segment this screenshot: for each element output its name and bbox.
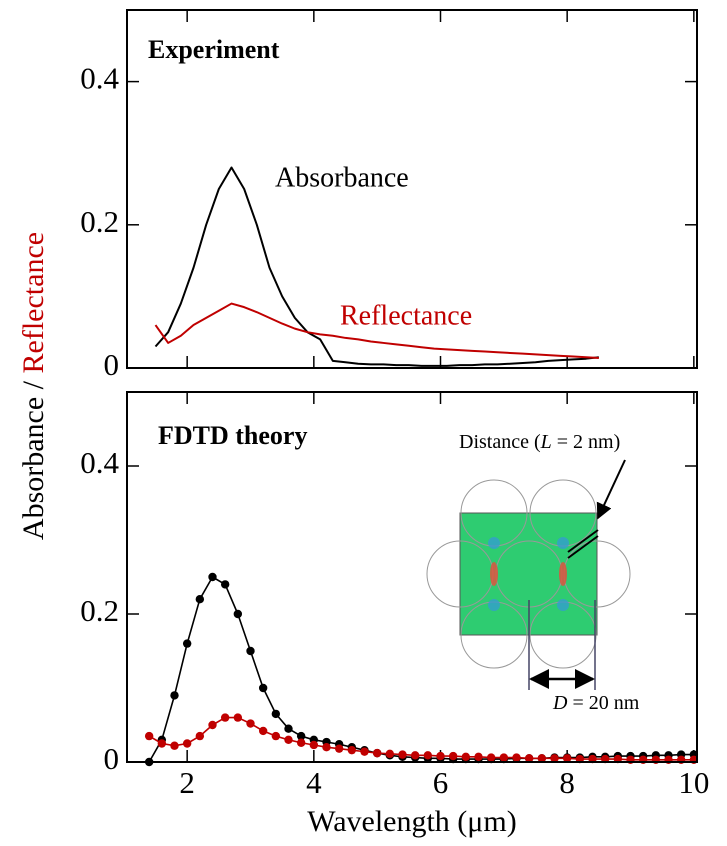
inset-distance-label: Distance (L = 2 nm) — [459, 431, 620, 453]
data-point — [220, 580, 230, 589]
data-point — [562, 754, 572, 763]
data-point — [144, 731, 154, 741]
data-point — [486, 753, 496, 762]
y-tick-label: 0 — [104, 741, 120, 776]
data-point — [208, 720, 217, 730]
data-point — [284, 735, 293, 744]
data-point — [246, 646, 255, 656]
data-point — [423, 751, 433, 760]
inset-pointer — [596, 459, 626, 520]
inset-d-label: D = 20 nm — [552, 692, 640, 714]
y-tick-label: 0.4 — [80, 61, 119, 96]
x-axis-label: Wavelength (μm) — [307, 805, 516, 838]
data-point — [284, 724, 293, 733]
panel-title: Experiment — [148, 35, 280, 64]
data-point — [182, 639, 192, 648]
data-point — [220, 713, 230, 722]
data-point — [436, 751, 445, 761]
data-point — [258, 726, 268, 736]
series-line — [148, 716, 694, 761]
data-point — [233, 609, 243, 619]
inset-gaps — [488, 537, 569, 611]
data-point — [309, 740, 319, 750]
y-axis-label-part: Reflectance — [17, 232, 50, 374]
data-point — [499, 753, 509, 762]
data-point — [246, 719, 255, 728]
series-line — [154, 302, 599, 359]
x-tick-label: 4 — [306, 765, 322, 800]
data-point — [233, 713, 243, 722]
panel-title: FDTD theory — [158, 421, 307, 450]
y-tick-label: 0 — [104, 347, 120, 382]
x-tick-label: 6 — [433, 765, 449, 800]
data-point — [258, 683, 268, 693]
data-point — [195, 595, 205, 604]
data-point — [385, 749, 395, 759]
plot-frame — [126, 9, 698, 369]
series-label: Absorbance — [275, 162, 409, 193]
data-point — [170, 741, 179, 750]
data-point — [474, 752, 483, 762]
inset-hotspots — [490, 562, 567, 586]
data-point — [360, 747, 369, 756]
data-point — [195, 731, 205, 741]
data-point — [448, 751, 458, 761]
data-point — [157, 739, 167, 748]
inset-gap-mark — [567, 529, 599, 553]
data-point — [334, 744, 344, 753]
inset-gap-mark — [567, 535, 599, 559]
data-point — [296, 738, 306, 747]
y-tick-label: 0.2 — [80, 593, 119, 628]
data-point — [512, 753, 521, 762]
y-tick-label: 0.2 — [80, 204, 119, 239]
data-point — [296, 731, 306, 741]
data-point — [410, 751, 420, 760]
data-point — [182, 739, 192, 748]
data-point — [271, 709, 281, 719]
data-point — [322, 743, 331, 752]
y-axis-label: Absorbance / Reflectance — [17, 232, 50, 540]
x-tick-label: 10 — [678, 765, 709, 800]
data-point — [537, 754, 547, 763]
series-line — [148, 576, 694, 763]
data-point — [271, 731, 281, 741]
data-point — [170, 691, 179, 700]
data-point — [524, 754, 534, 763]
x-tick-label: 2 — [179, 765, 195, 800]
data-point — [398, 750, 407, 759]
data-point — [372, 748, 382, 758]
x-tick-label: 8 — [559, 765, 575, 800]
plot-frame — [126, 391, 698, 763]
series-label: Reflectance — [340, 300, 472, 331]
data-point — [550, 754, 559, 763]
data-point — [208, 572, 217, 582]
data-point — [461, 752, 471, 762]
series-line — [154, 166, 599, 367]
inset-diagram: Distance (L = 2 nm) D = 20 nm — [426, 431, 640, 714]
data-point — [347, 745, 357, 755]
y-axis-label-part: Absorbance / — [17, 373, 50, 540]
y-tick-label: 0.4 — [80, 445, 119, 480]
